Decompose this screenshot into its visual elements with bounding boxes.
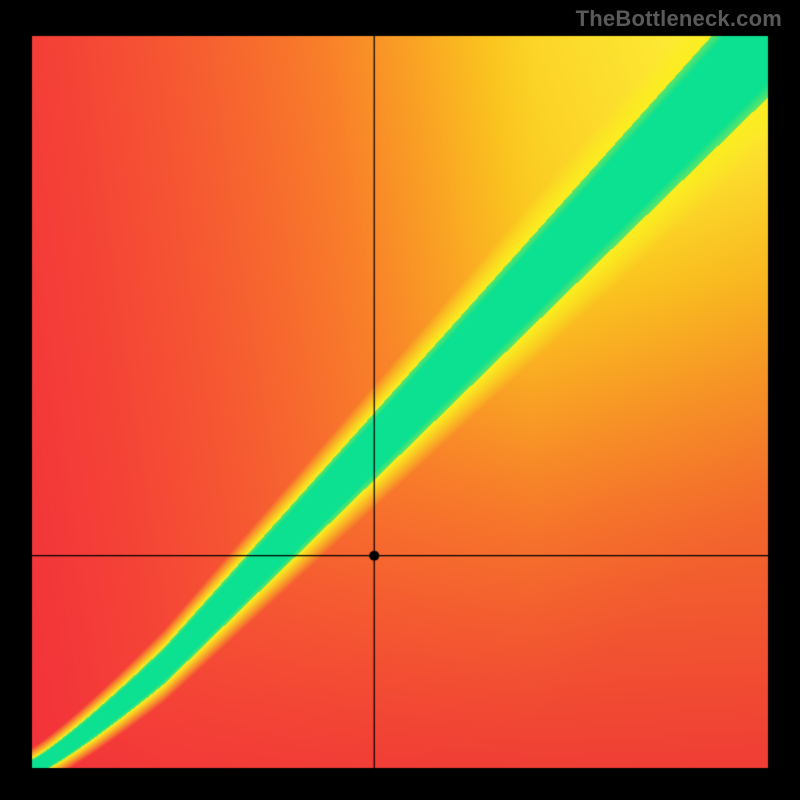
watermark-text: TheBottleneck.com (576, 6, 782, 32)
chart-container: TheBottleneck.com (0, 0, 800, 800)
heatmap-canvas (0, 0, 800, 800)
